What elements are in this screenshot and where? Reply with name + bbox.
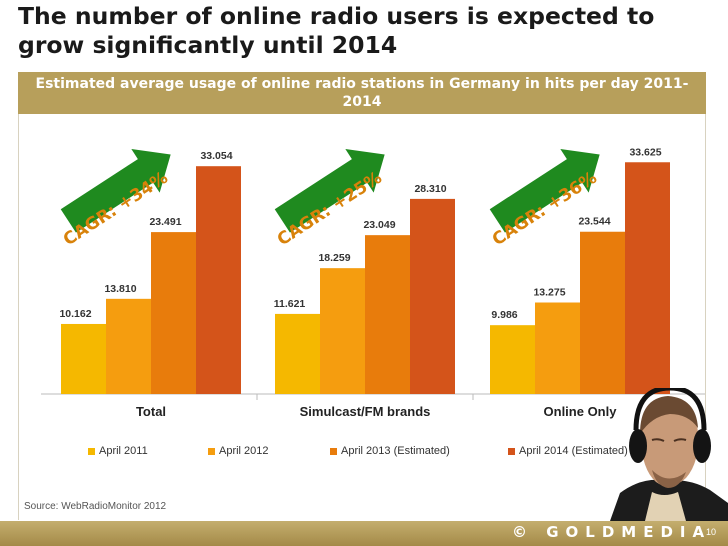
legend-label: April 2014 (Estimated) — [519, 445, 628, 457]
data-label: 18.259 — [318, 252, 350, 264]
chart-legend: April 2011 April 2012 April 2013 (Estimate… — [0, 445, 728, 461]
legend-item: April 2012 — [208, 445, 269, 457]
data-label: 23.049 — [363, 219, 395, 231]
bar-3-3 — [580, 231, 625, 394]
cagr-arrow-icon — [274, 149, 385, 233]
x-tick-label: Online Only — [544, 404, 618, 419]
bar-1-2 — [106, 298, 151, 394]
legend-swatch — [88, 447, 95, 455]
chart-title-band: Estimated average usage of online radio … — [18, 72, 706, 114]
legend-label: April 2012 — [219, 445, 269, 457]
page-title: The number of online radio users is expe… — [18, 2, 655, 59]
data-label: 28.310 — [414, 183, 446, 195]
source-note: Source: WebRadioMonitor 2012 — [24, 501, 167, 512]
bar-1-1 — [61, 323, 106, 394]
data-label: 13.275 — [533, 287, 565, 299]
chart-frame: 10.162 13.810 23.491 33.054 Total CAGR: +34% 1… — [18, 114, 706, 520]
bar-1-3 — [151, 232, 196, 394]
legend-swatch — [330, 447, 337, 455]
data-label: 10.162 — [59, 308, 91, 320]
brand-logo-text: © GOLDMEDIA — [512, 523, 712, 541]
footer-bar: © GOLDMEDIA 10 — [0, 521, 728, 546]
bar-2-1 — [275, 313, 320, 394]
page-number: 10 — [706, 527, 717, 537]
x-tick-label: Total — [136, 404, 166, 419]
data-label: 13.810 — [104, 283, 136, 295]
data-label: 33.625 — [629, 146, 661, 158]
chart-title: Estimated average usage of online radio … — [35, 76, 689, 110]
bar-3-1 — [490, 325, 535, 394]
legend-swatch — [208, 447, 215, 455]
data-label: 23.491 — [149, 216, 181, 228]
bar-2-2 — [320, 268, 365, 394]
data-label: 9.986 — [491, 309, 517, 321]
bar-2-3 — [365, 235, 410, 394]
legend-item: April 2013 (Estimated) — [330, 445, 450, 457]
legend-label: April 2011 — [99, 445, 148, 457]
bar-1-4 — [196, 166, 241, 394]
bar-3-4 — [625, 162, 670, 394]
cagr-arrow-icon — [489, 149, 600, 233]
person-with-headphones-photo — [610, 388, 728, 521]
cagr-arrow-icon — [60, 149, 171, 233]
legend-item: April 2014 (Estimated) — [508, 445, 628, 457]
legend-item: April 2011 — [88, 445, 148, 457]
bar-3-2 — [535, 302, 580, 394]
x-tick-label: Simulcast/FM brands — [300, 404, 431, 419]
bar-2-4 — [410, 198, 455, 394]
legend-label: April 2013 (Estimated) — [341, 445, 450, 457]
data-label: 11.621 — [274, 298, 306, 310]
legend-swatch — [508, 447, 515, 455]
data-label: 23.544 — [578, 216, 610, 228]
data-label: 33.054 — [200, 150, 232, 162]
